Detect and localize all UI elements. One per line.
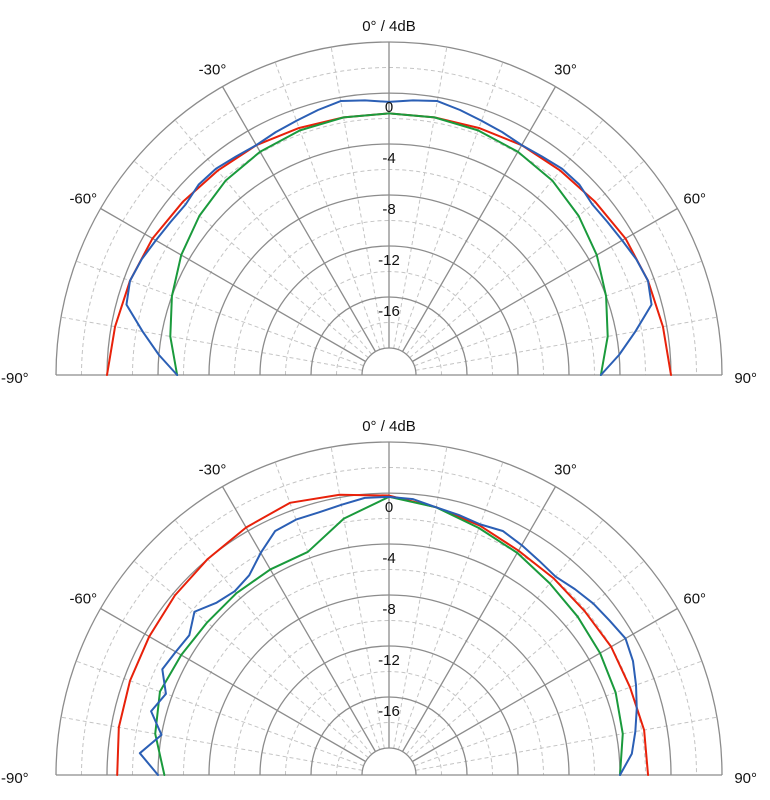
minor-ring [234,220,544,376]
minor-ring [81,67,697,376]
major-spoke [401,86,557,352]
series-line-1 [169,112,609,376]
series-line-2 [125,99,653,376]
radial-tick-label: -12 [378,652,400,669]
polar-chart-bottom: 0 -4 -8 -12 -16 -90° -60° -30° 30° 60° 90° 0° / 4dB [1,418,757,787]
polar-chart-top: 0 -4 -8 -12 -16 -90° -60° -30° 30° 60° 90° 0° / 4dB [1,18,757,387]
radial-tick-label: -4 [382,150,395,167]
angle-tick-label: -90° [1,770,29,787]
radial-tick-label: -4 [382,550,395,567]
major-spoke [100,207,366,363]
angle-tick-label: 60° [683,591,706,608]
angle-tick-label: -90° [1,370,29,387]
major-spoke [412,607,678,763]
chart-title: 0° / 4dB [362,18,416,35]
angle-tick-label: 30° [554,461,577,478]
radial-tick-label: -8 [382,601,395,618]
series-group [116,493,650,776]
radial-tick-label: -16 [378,703,400,720]
angle-tick-label: -30° [199,461,227,478]
angle-tick-labels: -90° -60° -30° 30° 60° 90° [1,61,757,387]
angle-tick-label: -30° [199,61,227,78]
angle-tick-label: 90° [734,770,757,787]
radial-tick-label: -16 [378,303,400,320]
major-spoke [221,486,377,752]
radial-tick-label: 0 [385,499,393,516]
major-spoke [221,86,377,352]
major-spoke [401,486,557,752]
series-line-2 [138,495,638,776]
polar-grid [55,441,723,776]
angle-tick-label: 90° [734,370,757,387]
series-line-0 [116,493,650,776]
radial-tick-labels: 0 -4 -8 -12 -16 [378,99,400,320]
minor-ring [81,467,697,776]
minor-ring [336,322,442,376]
major-spoke [412,207,678,363]
radial-tick-label: -12 [378,252,400,269]
angle-tick-label: 30° [554,61,577,78]
chart-title: 0° / 4dB [362,418,416,435]
minor-ring [234,620,544,776]
radial-tick-labels: 0 -4 -8 -12 -16 [378,499,400,720]
series-group [106,99,672,376]
minor-ring [336,722,442,776]
angle-tick-labels: -90° -60° -30° 30° 60° 90° [1,461,757,787]
major-spoke [100,607,366,763]
radial-tick-label: -8 [382,201,395,218]
angle-tick-label: 60° [683,191,706,208]
angle-tick-label: -60° [69,191,97,208]
radial-tick-label: 0 [385,99,393,116]
polar-grid [55,41,723,376]
angle-tick-label: -60° [69,591,97,608]
